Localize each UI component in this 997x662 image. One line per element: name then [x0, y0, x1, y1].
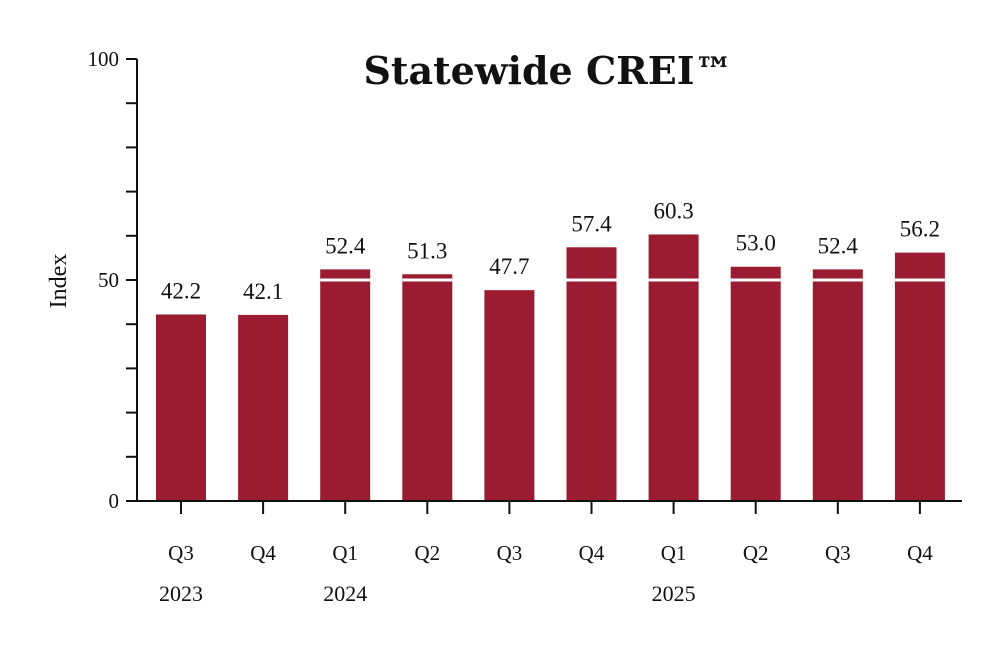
- data-label: 56.2: [900, 217, 940, 242]
- year-label: 2023: [159, 581, 203, 606]
- x-tick-label: Q1: [661, 541, 687, 565]
- data-label: 57.4: [571, 211, 612, 236]
- data-label: 53.0: [736, 231, 776, 256]
- y-axis: 0 50 100: [88, 47, 138, 513]
- bar: [320, 269, 371, 501]
- bar: [238, 314, 289, 501]
- x-tick-label: Q4: [250, 541, 276, 565]
- bar: [812, 269, 863, 501]
- y-tick-label: 0: [109, 489, 120, 513]
- data-label: 42.2: [161, 278, 201, 303]
- bar: [484, 290, 535, 501]
- bar: [648, 234, 699, 501]
- y-tick-label: 50: [98, 268, 119, 292]
- x-tick-label: Q3: [825, 541, 851, 565]
- x-tick-label: Q3: [497, 541, 523, 565]
- bar: [156, 314, 206, 501]
- bars-group: [156, 234, 945, 501]
- bar: [566, 247, 617, 501]
- x-tick-label: Q4: [907, 541, 933, 565]
- data-label: 51.3: [407, 238, 447, 263]
- bar: [730, 266, 781, 501]
- year-label: 2024: [323, 581, 367, 606]
- bar: [402, 274, 453, 501]
- y-axis-label: Index: [46, 254, 72, 309]
- data-label: 52.4: [818, 233, 859, 258]
- x-tick-label: Q1: [332, 541, 358, 565]
- data-label: 60.3: [653, 198, 693, 223]
- bar: [894, 252, 945, 501]
- x-tick-label: Q3: [168, 541, 194, 565]
- chart-title: Statewide CREI™: [363, 48, 732, 93]
- y-tick-label: 100: [88, 47, 120, 71]
- x-axis: Q3 Q4 Q1 Q2 Q3 Q4 Q1 Q2 Q3 Q4 2023 2024 2025: [137, 500, 962, 606]
- x-tick-label: Q2: [414, 541, 440, 565]
- year-label: 2025: [652, 581, 696, 606]
- data-label: 42.1: [243, 279, 283, 304]
- data-label: 47.7: [489, 254, 529, 279]
- x-tick-label: Q2: [743, 541, 769, 565]
- x-tick-label: Q4: [579, 541, 605, 565]
- data-label: 52.4: [325, 233, 366, 258]
- data-labels-group: 42.2 42.1 52.4 51.3 47.7 57.4 60.3 53.0 52.4 56.2: [161, 198, 940, 303]
